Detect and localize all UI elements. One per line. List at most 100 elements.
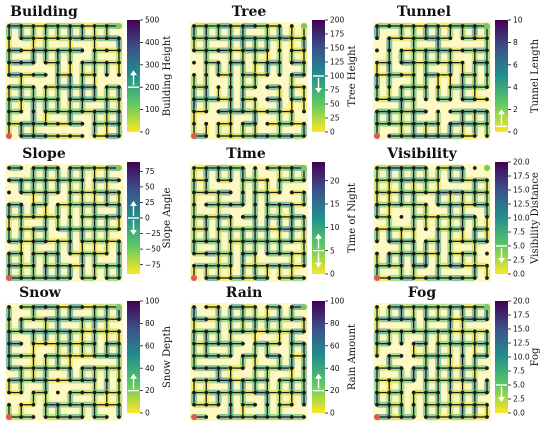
graph-node [472, 24, 477, 28]
graph-node [192, 72, 196, 77]
arrow-up-icon [315, 373, 322, 379]
graph-node [7, 329, 11, 334]
colorbar [127, 301, 140, 413]
graph-node [80, 202, 85, 207]
graph-node [472, 390, 477, 395]
graph-node [31, 166, 36, 170]
graph-node [117, 276, 121, 280]
graph-node [399, 121, 404, 126]
graph-node [289, 72, 294, 77]
arrow-up-icon [130, 373, 137, 379]
graph-node [92, 341, 97, 346]
graph-node [387, 109, 392, 114]
graph-node [265, 85, 270, 90]
graph-node [192, 402, 196, 407]
graph-node [485, 121, 489, 126]
graph-node [485, 317, 489, 322]
graph-node [375, 190, 379, 195]
colorbar-tick-label: 4 [513, 83, 518, 92]
graph-node [387, 329, 392, 334]
graph-node [302, 134, 306, 138]
graph-node [43, 48, 48, 53]
graph-node [7, 85, 11, 90]
graph-node [7, 36, 11, 41]
colorbar [312, 301, 325, 413]
graph-node [80, 378, 85, 383]
graph-node [253, 214, 258, 219]
colorbar-label: Slope Angle [162, 188, 173, 249]
graph-node [204, 415, 209, 419]
graph-node [216, 378, 221, 383]
colorbar-tick-label: 0.0 [513, 270, 525, 279]
graph-node [277, 97, 282, 102]
graph-node [289, 353, 294, 358]
panel-title-rain: Rain [226, 285, 263, 301]
graph-node [472, 60, 477, 65]
graph-node [117, 353, 121, 358]
graph-node [19, 178, 24, 183]
graph-node [19, 166, 24, 170]
graph-node [411, 109, 416, 114]
colorbar-tick-label: 5.0 [513, 242, 525, 251]
graph-node [448, 178, 453, 183]
graph-node [43, 390, 48, 395]
arrow-down-icon [315, 88, 322, 93]
graph-node [411, 134, 416, 138]
graph-node [31, 134, 36, 138]
graph-node [423, 317, 428, 322]
graph-node [265, 378, 270, 383]
graph-node [460, 263, 465, 268]
graph-node [216, 329, 221, 334]
graph-node [472, 166, 477, 170]
graph-node [411, 402, 416, 407]
graph-node [460, 329, 465, 334]
graph-node [387, 97, 392, 102]
colorbar-label: Tunnel Length [530, 38, 541, 113]
graph-node [436, 227, 441, 232]
graph-node [436, 251, 441, 256]
graph-node [7, 178, 11, 183]
graph-node [204, 166, 209, 170]
graph-node [277, 190, 282, 195]
graph-node [375, 72, 379, 77]
graph-node [92, 353, 97, 358]
graph-node [192, 121, 196, 126]
graph-node [228, 166, 233, 170]
graph-node [277, 134, 282, 138]
graph-node [460, 276, 465, 280]
graph-node [387, 121, 392, 126]
graph-node [204, 109, 209, 114]
graph-node [302, 341, 306, 346]
graph-node [68, 190, 73, 195]
graph-node [289, 48, 294, 53]
graph-node [68, 353, 73, 358]
graph-node [448, 390, 453, 395]
graph-node [216, 341, 221, 346]
graph-node [68, 134, 73, 138]
graph-node [204, 178, 209, 183]
graph-node [399, 390, 404, 395]
graph-node [436, 378, 441, 383]
graph-node [375, 263, 379, 268]
graph-node [265, 353, 270, 358]
graph-node [43, 402, 48, 407]
graph-node [436, 85, 441, 90]
graph-node [399, 415, 404, 419]
graph-node [43, 214, 48, 219]
graph-node [423, 24, 428, 28]
graph-node [104, 227, 109, 232]
colorbar-label: Snow Depth [162, 326, 173, 388]
graph-node [31, 276, 36, 280]
graph-node [302, 329, 306, 334]
graph-node [448, 214, 453, 219]
graph-node [55, 341, 60, 346]
graph-node [436, 353, 441, 358]
graph-node [43, 72, 48, 77]
graph-node [240, 402, 245, 407]
graph-node [80, 263, 85, 268]
graph-node [436, 366, 441, 371]
graph-node [411, 263, 416, 268]
graph-node [460, 190, 465, 195]
graph-node [423, 134, 428, 138]
graph-node [448, 239, 453, 244]
